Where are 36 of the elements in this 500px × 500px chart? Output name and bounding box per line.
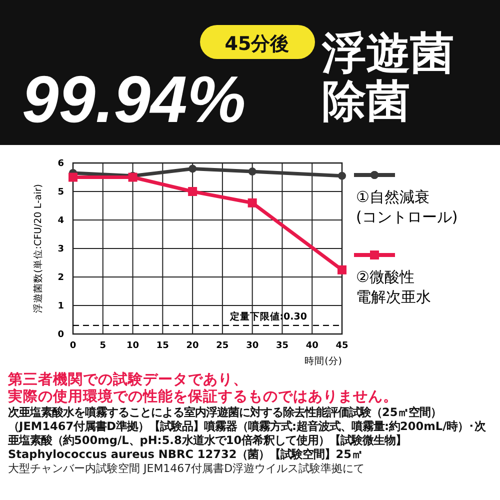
point [68,172,78,182]
y-tick-label: 3 [58,244,64,254]
x-tick-label: 0 [70,341,76,351]
text: 浮遊菌 [321,28,454,79]
x-tick-label: 5 [100,341,106,351]
x-tick-label: 35 [276,341,288,351]
point [248,198,257,208]
x-tick-label: 10 [126,341,140,351]
point [338,172,346,180]
y-tick-label: 0 [58,330,64,340]
chart-title: 99.94% [22,62,246,136]
text: 除菌 [322,76,410,127]
x-tick-label: 25 [216,341,229,351]
point [248,168,256,176]
x-tick-label: 40 [306,341,318,351]
text: 実際の使用環境での性能を保証するものではありません。 [8,389,399,406]
legend-label: ①自然減衰(コントロール) [356,188,458,226]
x-tick-label: 45 [336,341,348,351]
y-tick-label: 2 [58,273,64,283]
y-axis-title: 浮遊菌数(単位:CFU/20 L-air) [32,184,44,313]
x-tick-label: 15 [156,341,169,351]
text: 45分後 [224,33,290,55]
x-tick-label: 30 [246,341,259,351]
x-tick-label: 20 [186,341,199,351]
y-tick-label: 4 [58,216,64,226]
legend-label: ②微酸性電解次亜水 [356,268,431,306]
point [188,164,197,173]
point [188,187,198,196]
y-tick-label: 6 [58,159,64,169]
text: 大型チャンバー内試験空間 JEM1467付属書D浮遊ウイルス試験準拠にて [8,462,366,476]
y-tick-label: 5 [58,188,64,198]
text: 次亜塩素酸水を噴霧することによる室内浮遊菌に対する除去性能評価試験（25㎡空間）（JEM1467付属書D準拠）【試験品】噴霧器（噴霧方式:超音波式、噴霧量:約200mL/時）･次亜塩素酸（約500mg/L、pH:5.8水道水で10倍希釈して使用）【試験微生物】Staphylococcus aureus NBRC 12732（菌）【試験空間】25㎡ [8,406,487,462]
y-tick-label: 1 [58,302,64,312]
text: 第三者機関での試験データであり、 [8,372,249,388]
point [338,265,346,274]
x-axis-title: 時間(分) [304,355,342,367]
